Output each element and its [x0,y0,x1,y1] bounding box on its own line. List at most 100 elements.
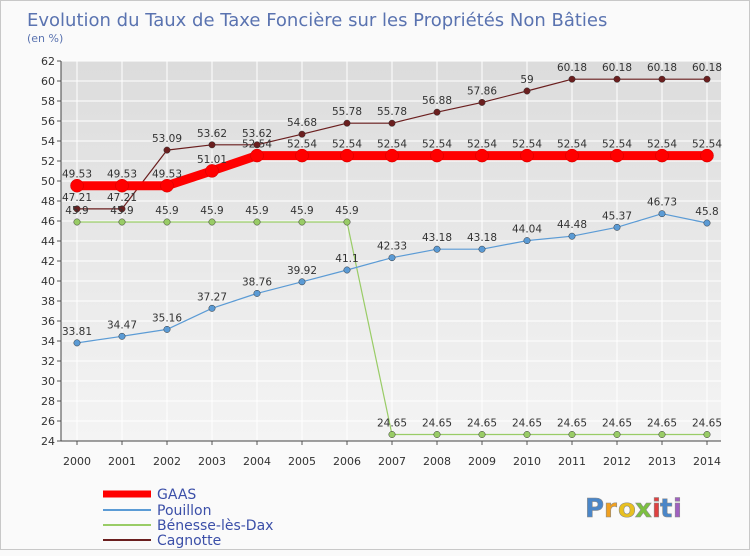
data-label-benesse: 24.65 [647,418,677,430]
data-label-benesse: 24.65 [692,418,722,430]
y-tick-label: 48 [41,195,55,208]
data-label-cagnotte: 53.09 [152,133,182,145]
data-label-pouillon: 45.8 [695,206,718,218]
x-tick-label: 2006 [333,455,361,468]
data-label-benesse: 24.65 [602,418,632,430]
data-label-pouillon: 41.1 [335,253,358,265]
logo-letter-r: r [604,494,617,524]
point-benesse [298,218,306,226]
point-cagnotte [73,205,81,213]
point-gaas [385,148,399,163]
data-labels-layer: 47.21 47.21 53.09 53.62 53.62 54.68 55.78 55.78… [62,62,722,429]
data-label-pouillon: 44.04 [512,224,542,236]
data-label-gaas: 49.53 [107,169,137,181]
logo-letter-o: o [618,494,636,524]
point-gaas [520,148,534,163]
point-gaas [340,148,354,163]
point-gaas [475,148,489,163]
data-label-cagnotte: 55.78 [377,106,407,118]
y-axis-tick-labels: 24 26 28 30 32 34 36 38 40 42 44 46 48 50 52 54 56 58 60 62 [41,55,55,448]
data-label-benesse: 24.65 [512,418,542,430]
y-tick-label: 56 [41,115,55,128]
point-pouillon [433,245,441,253]
point-benesse [343,218,351,226]
data-label-pouillon: 42.33 [377,241,407,253]
y-tick-label: 30 [41,375,55,388]
point-cagnotte [523,87,531,95]
data-label-benesse: 24.65 [557,418,587,430]
point-gaas [565,148,579,163]
legend-label-gaas: GAAS [157,487,196,503]
point-cagnotte [658,75,666,83]
data-label-gaas: 52.54 [377,139,407,151]
data-label-gaas: 52.54 [332,139,362,151]
data-label-pouillon: 37.27 [197,291,227,303]
data-label-cagnotte: 57.86 [467,85,497,97]
point-cagnotte [253,141,261,149]
point-benesse [658,431,666,438]
point-benesse [118,218,126,226]
point-benesse [208,218,216,226]
proxiti-logo: P r o x i t i [585,494,683,525]
point-cagnotte [343,119,351,127]
data-label-cagnotte: 53.62 [242,128,272,140]
point-pouillon [658,210,666,218]
point-gaas [430,148,444,163]
point-pouillon [253,289,261,297]
point-pouillon [343,266,351,274]
y-tick-label: 36 [41,315,55,328]
data-label-cagnotte: 60.18 [557,62,587,74]
logo-letter-x: x [635,494,652,524]
data-label-benesse: 45.9 [155,205,178,217]
point-benesse [613,431,621,438]
point-benesse [388,431,396,438]
data-label-cagnotte: 60.18 [647,62,677,74]
x-tick-label: 2001 [108,455,136,468]
series-benesse [73,218,711,438]
legend-label-pouillon: Pouillon [157,503,212,519]
data-label-pouillon: 46.73 [647,197,677,209]
data-label-pouillon: 39.92 [287,265,317,277]
x-tick-label: 2007 [378,455,406,468]
y-tick-label: 62 [41,55,55,68]
data-label-cagnotte: 53.62 [197,128,227,140]
x-tick-label: 2003 [198,455,226,468]
x-axis-tick-labels: 2000 2001 2002 2003 2004 2005 2006 2007 2008 2009… [63,455,721,468]
point-cagnotte [163,146,171,154]
data-label-gaas: 52.54 [602,139,632,151]
chart-title: Evolution du Taux de Taxe Foncière sur l… [27,10,607,31]
point-benesse [163,218,171,226]
point-gaas [160,178,174,193]
y-tick-label: 52 [41,155,55,168]
y-tick-label: 60 [41,75,55,88]
point-benesse [568,431,576,438]
point-gaas [250,148,264,163]
point-pouillon [478,245,486,253]
point-pouillon [163,325,171,333]
point-pouillon [568,232,576,240]
data-label-benesse: 45.9 [110,205,133,217]
legend-label-benesse: Bénesse-lès-Dax [157,518,273,534]
y-tick-label: 28 [41,395,55,408]
y-tick-label: 40 [41,275,55,288]
point-cagnotte [478,98,486,106]
data-label-gaas: 49.53 [152,169,182,181]
y-tick-label: 42 [41,255,55,268]
point-pouillon [298,278,306,286]
data-label-gaas: 52.54 [422,139,452,151]
point-cagnotte [703,75,711,83]
point-pouillon [73,339,81,347]
x-tick-label: 2012 [603,455,631,468]
y-tick-label: 32 [41,355,55,368]
axes [57,60,721,445]
point-cagnotte [298,130,306,138]
y-tick-label: 46 [41,215,55,228]
y-tick-label: 24 [41,435,55,448]
point-benesse [703,431,711,438]
y-tick-label: 58 [41,95,55,108]
data-label-benesse: 45.9 [200,205,223,217]
y-tick-label: 26 [41,415,55,428]
point-benesse [523,431,531,438]
data-label-pouillon: 44.48 [557,219,587,231]
